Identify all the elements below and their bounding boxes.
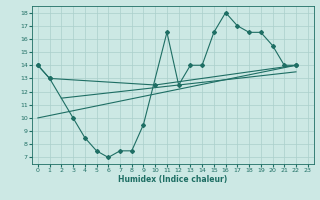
X-axis label: Humidex (Indice chaleur): Humidex (Indice chaleur) (118, 175, 228, 184)
